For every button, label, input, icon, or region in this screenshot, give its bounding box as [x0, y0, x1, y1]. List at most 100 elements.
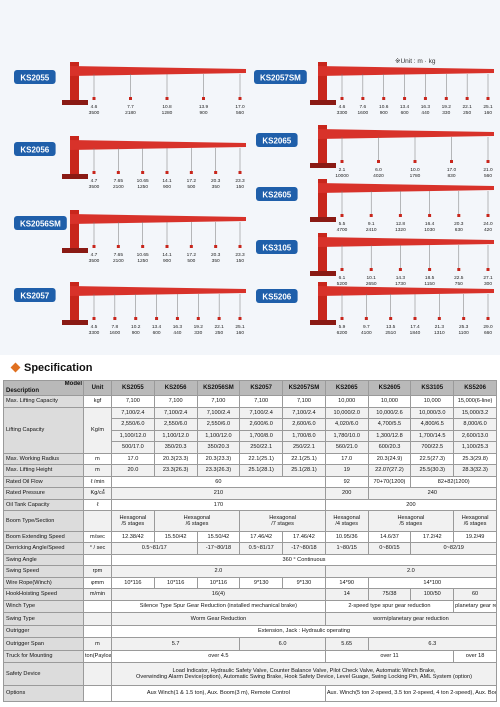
model-label: KS3105: [262, 244, 291, 253]
hook: [486, 97, 490, 100]
model-label: KS2056: [20, 146, 49, 155]
load-label: 3500: [89, 258, 100, 264]
spec-row: 1,100/12.0 1,100/12.0 1,100/12.0 1,700/8.0 1…: [4, 429, 497, 443]
hook: [217, 317, 221, 320]
row-unit: [83, 624, 112, 639]
load-label: 1600: [358, 110, 369, 116]
spec-cell: 2-speed type spur gear reduction: [324, 599, 455, 614]
spec-cell: 14*100: [367, 576, 498, 590]
spec-cell: 12.38/42: [111, 530, 155, 544]
row-unit: rpm: [83, 565, 112, 578]
spec-cell: 23.3(26.3): [153, 464, 198, 477]
spec-cell: 5.65: [324, 637, 369, 651]
crane-base: [310, 217, 336, 222]
radius-label: 4.5: [91, 324, 98, 330]
row-unit: [83, 599, 112, 614]
hook: [462, 317, 466, 320]
spec-cell: 25.1(28.1): [282, 464, 326, 477]
spec-cell: 2,600/13.0: [453, 429, 497, 443]
spec-body: Model Description Unit KS2055 KS2056 KS2056SM…: [3, 379, 498, 702]
load-label: 160: [484, 110, 492, 116]
spec-cell: 10*116: [196, 576, 241, 590]
radius-label: 16.3: [173, 324, 183, 330]
spec-cell: 360 ° Continuous: [111, 553, 497, 567]
spec-cell: 1,100/25.3: [453, 441, 497, 454]
hook: [92, 245, 96, 248]
hook: [369, 214, 373, 217]
crane-base: [62, 100, 88, 105]
spec-cell: 14.6/37: [367, 530, 412, 544]
spec-cell: Hexagonal/4 stages: [324, 510, 369, 532]
spec-row: Outrigger Span m 5.7 6.0 5.65 6.3: [3, 637, 498, 651]
hook: [202, 97, 205, 100]
spec-row: Boom Extending Speed m/sec 12.38/42 15.50/4…: [3, 530, 497, 544]
model-badge: [256, 289, 298, 303]
spec-cell: 60: [453, 588, 497, 601]
row-unit: [83, 553, 112, 567]
crane-base: [310, 100, 336, 105]
row-label: Rated Oil Flow: [3, 475, 84, 489]
crane-base: [62, 174, 88, 179]
load-label: 300: [484, 281, 492, 287]
load-label: 5200: [337, 281, 348, 287]
spec-cell: 1,700/14.5: [410, 429, 455, 443]
crane-boom: [70, 140, 246, 150]
model-heading: KS5206: [453, 379, 497, 397]
radius-label: 14.3: [396, 275, 406, 281]
spec-cell: 7,100/2.4: [282, 406, 326, 420]
hook: [165, 97, 169, 100]
spec-cell: 1,300/12.8: [367, 429, 412, 443]
spec-cell: 7,100: [153, 395, 198, 408]
spec-cell: 6.3: [367, 637, 498, 651]
spec-cell: 6.0: [239, 637, 326, 651]
crane-boom: [70, 214, 246, 224]
load-label: 330: [442, 110, 450, 116]
hook: [155, 317, 159, 320]
spec-cell: Hexagonal/5 stages: [111, 510, 155, 532]
row-label: Truck for Mounting: [3, 649, 84, 664]
hook: [444, 97, 448, 100]
radius-label: 6.1: [339, 275, 346, 281]
crane-column: [70, 136, 79, 174]
spec-cell: Load Indicator, Hydraulic Safety Valve, …: [111, 662, 497, 687]
spec-cell: 1,100/12.0: [111, 429, 155, 443]
spec-row: Max. Working Radius m 17.0 20.3(23.3) 20.3(2…: [3, 452, 497, 466]
load-label: 1320: [395, 227, 406, 233]
load-label: 830: [447, 173, 455, 179]
crane-base: [62, 320, 88, 325]
spec-row: 2,550/6.0 2,550/6.0 2,550/6.0 2,600/6.0 2,60…: [4, 418, 497, 431]
hook: [361, 97, 365, 100]
row-unit: m: [83, 464, 112, 477]
hook: [450, 160, 453, 163]
hook: [189, 171, 193, 174]
corner-cell: Model Description: [3, 379, 84, 397]
spec-cell: 75/38: [367, 588, 412, 601]
spec-cell: 2,550/6.0: [111, 418, 155, 431]
hook: [340, 317, 344, 320]
row-unit: m: [83, 452, 112, 466]
spec-cell: 560/21.0: [324, 441, 369, 454]
crane-column: [318, 179, 327, 217]
row-unit: φmm: [83, 576, 112, 590]
spec-cell: Hexagonal/6 stages: [153, 510, 241, 532]
spec-cell: 22.5(27.3): [410, 452, 455, 466]
model-label: KS2057: [20, 292, 49, 301]
load-label: 900: [132, 330, 140, 336]
load-label: 2650: [366, 281, 377, 287]
radius-label: 17.0: [235, 104, 245, 110]
hook: [92, 97, 96, 100]
radius-label: 17.4: [410, 324, 420, 330]
load-label: 750: [455, 281, 463, 287]
model-badge: [256, 187, 298, 201]
crane-base: [310, 271, 336, 276]
cell-line: /5 stages: [121, 521, 145, 528]
model-heading: KS2056SM: [196, 379, 241, 397]
load-label: 600: [153, 330, 161, 336]
spec-row: Safety Device Load Indicator, Hydraulic S…: [3, 662, 497, 687]
spec-row: Rated Pressure Kg/㎠ 210 200 240: [3, 487, 498, 500]
row-label: Derricking Angle/Speed: [3, 542, 84, 555]
spec-cell: 500/17.0: [111, 441, 155, 454]
cell-line: Hexagonal: [461, 514, 489, 521]
